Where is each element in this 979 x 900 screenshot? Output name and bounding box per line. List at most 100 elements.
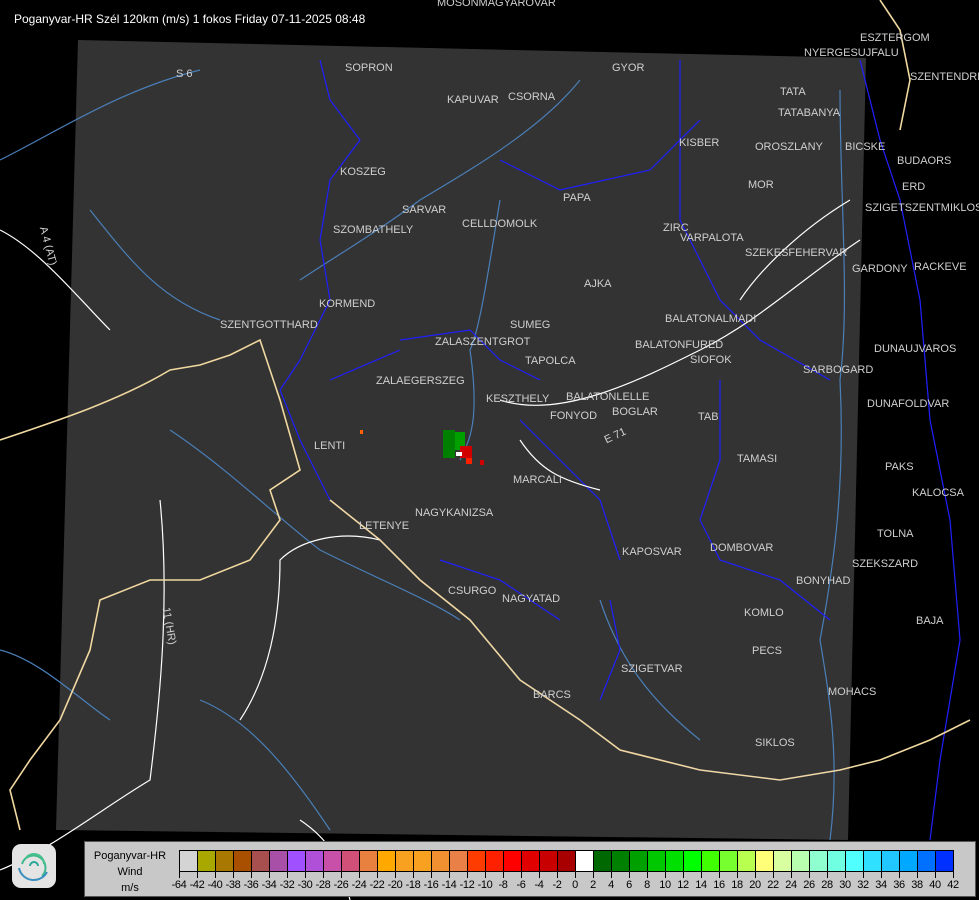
legend-tick bbox=[935, 872, 936, 878]
legend-tick-label: -22 bbox=[369, 879, 385, 891]
legend-swatch bbox=[882, 851, 900, 871]
legend-tick-label: 12 bbox=[677, 879, 689, 891]
legend-tick bbox=[269, 872, 270, 878]
legend-tick bbox=[899, 872, 900, 878]
legend-swatch bbox=[414, 851, 432, 871]
legend-tick-label: -8 bbox=[498, 879, 508, 891]
legend-swatch bbox=[864, 851, 882, 871]
city-label: TAB bbox=[698, 411, 719, 423]
legend-tick bbox=[215, 872, 216, 878]
city-label: ZALAEGERSZEG bbox=[376, 375, 465, 387]
legend-swatch bbox=[666, 851, 684, 871]
legend-tick bbox=[467, 872, 468, 878]
legend-tick bbox=[863, 872, 864, 878]
city-label: KOSZEG bbox=[340, 166, 386, 178]
legend-tick bbox=[827, 872, 828, 878]
legend-swatch bbox=[756, 851, 774, 871]
city-label: SOPRON bbox=[345, 62, 393, 74]
road bbox=[0, 199, 861, 900]
city-label: PECS bbox=[752, 645, 782, 657]
legend-swatch bbox=[342, 851, 360, 871]
city-label: CSORNA bbox=[508, 91, 556, 103]
legend-tick bbox=[359, 872, 360, 878]
legend-tick-label: -18 bbox=[405, 879, 421, 891]
legend-tick-label: -14 bbox=[441, 879, 457, 891]
logo bbox=[12, 844, 56, 888]
city-label: KOMLO bbox=[744, 607, 784, 619]
legend-swatch bbox=[918, 851, 936, 871]
city-label: SARBOGARD bbox=[803, 364, 874, 376]
legend-tick bbox=[575, 872, 576, 878]
city-label: ESZTERGOM bbox=[860, 32, 930, 44]
legend-swatch bbox=[324, 851, 342, 871]
city-label: NYERGESUJFALU bbox=[804, 47, 899, 59]
legend-swatch bbox=[792, 851, 810, 871]
legend-swatch bbox=[774, 851, 792, 871]
legend-radar-name: Poganyvar-HR bbox=[93, 850, 167, 862]
legend-tick-label: 0 bbox=[572, 879, 578, 891]
legend-tick bbox=[647, 872, 648, 878]
legend-swatch bbox=[396, 851, 414, 871]
city-label: TAMASI bbox=[737, 453, 778, 465]
legend-swatch bbox=[306, 851, 324, 871]
country-border bbox=[0, 0, 971, 831]
legend-swatch bbox=[540, 851, 558, 871]
legend-swatch bbox=[234, 851, 252, 871]
city-label: SZEKSZARD bbox=[852, 558, 919, 570]
city-label: SIOFOK bbox=[690, 354, 732, 366]
legend-tick-label: 6 bbox=[626, 879, 632, 891]
legend-tick-label: 8 bbox=[644, 879, 650, 891]
legend-tick-label: 10 bbox=[659, 879, 671, 891]
legend-swatch bbox=[828, 851, 846, 871]
legend-tick bbox=[521, 872, 522, 878]
city-label: MARCALI bbox=[513, 474, 562, 486]
legend-tick-label: 34 bbox=[875, 879, 887, 891]
legend-tick bbox=[665, 872, 666, 878]
city-label: AJKA bbox=[584, 278, 612, 290]
legend-tick-label: 2 bbox=[590, 879, 596, 891]
city-label: KORMEND bbox=[319, 298, 376, 310]
city-label: LENTI bbox=[314, 440, 346, 452]
legend-swatch bbox=[450, 851, 468, 871]
legend-tick-label: 36 bbox=[893, 879, 905, 891]
city-label: FONYOD bbox=[550, 410, 598, 422]
legend-tick bbox=[809, 872, 810, 878]
legend-tick-label: -24 bbox=[351, 879, 367, 891]
legend-tick bbox=[449, 872, 450, 878]
legend-tick bbox=[773, 872, 774, 878]
legend-tick-label: -40 bbox=[207, 879, 223, 891]
legend-tick bbox=[611, 872, 612, 878]
legend-tick bbox=[791, 872, 792, 878]
legend-tick-label: -20 bbox=[387, 879, 403, 891]
city-label: SZEKESFEHERVAR bbox=[745, 247, 848, 259]
legend-tick-label: -38 bbox=[225, 879, 241, 891]
legend-swatch bbox=[576, 851, 594, 871]
city-label: BALATONLELLE bbox=[566, 391, 650, 403]
legend-tick bbox=[683, 872, 684, 878]
legend-swatch bbox=[522, 851, 540, 871]
road-label: S 6 bbox=[176, 68, 193, 80]
city-label: LETENYE bbox=[359, 520, 410, 532]
legend-tick bbox=[755, 872, 756, 878]
legend-tick bbox=[179, 872, 180, 878]
legend-swatch bbox=[702, 851, 720, 871]
city-label: TATABANYA bbox=[778, 107, 841, 119]
legend-tick-label: -42 bbox=[189, 879, 205, 891]
city-label: GYOR bbox=[612, 62, 645, 74]
city-label: KESZTHELY bbox=[486, 393, 550, 405]
city-label: ZIRC bbox=[663, 222, 689, 234]
legend-swatch bbox=[288, 851, 306, 871]
legend-tick-label: -28 bbox=[315, 879, 331, 891]
legend-swatch bbox=[738, 851, 756, 871]
legend-swatch bbox=[900, 851, 918, 871]
legend-tick bbox=[197, 872, 198, 878]
legend-tick bbox=[719, 872, 720, 878]
city-label: SZIGETSZENTMIKLOS bbox=[865, 202, 979, 214]
city-label: BALATONFURED bbox=[635, 339, 724, 351]
legend-tick bbox=[413, 872, 414, 878]
legend-tick-label: -32 bbox=[279, 879, 295, 891]
legend-swatch bbox=[558, 851, 576, 871]
city-label: CSURGO bbox=[448, 585, 497, 597]
city-label: BARCS bbox=[533, 689, 571, 701]
city-label: ERD bbox=[902, 181, 926, 193]
